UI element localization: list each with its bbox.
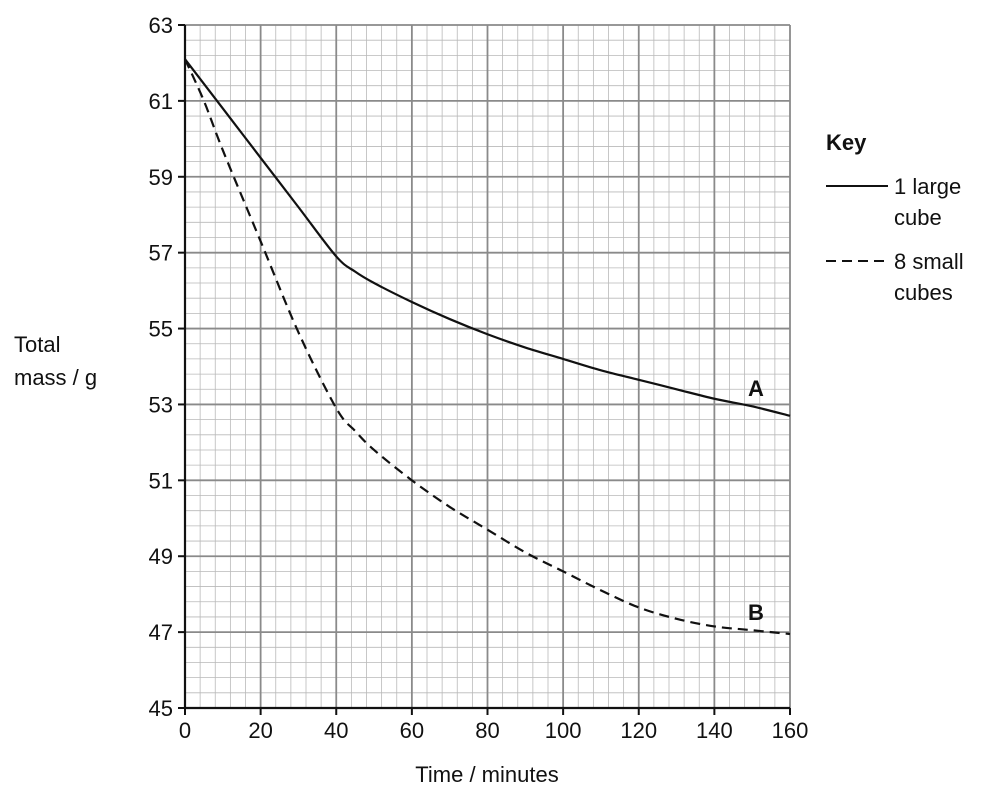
legend-entry-2-line-2: cubes (894, 280, 953, 305)
y-axis-title-line-2: mass / g (14, 365, 97, 390)
tick-labels: 0 20 40 60 80 100 120 140 160 45 47 49 51 53 55 57 59 61 6… (149, 13, 809, 743)
x-axis-title: Time / minutes (415, 762, 558, 787)
y-tick-label: 59 (149, 165, 173, 190)
x-tick-label: 20 (248, 718, 272, 743)
x-tick-label: 40 (324, 718, 348, 743)
y-tick-label: 47 (149, 620, 173, 645)
x-tick-label: 140 (696, 718, 733, 743)
series-line-a (184, 58, 791, 417)
legend-entry-1-line-1: 1 large (894, 174, 961, 199)
y-tick-label: 51 (149, 468, 173, 493)
y-axis-title-line-1: Total (14, 332, 60, 357)
y-tick-label: 55 (149, 317, 173, 342)
legend-title: Key (826, 130, 867, 155)
y-tick-label: 63 (149, 13, 173, 38)
x-tick-label: 100 (545, 718, 582, 743)
legend-entry-2-line-1: 8 small (894, 249, 964, 274)
y-tick-label: 45 (149, 696, 173, 721)
curve-label-b: B (748, 600, 764, 625)
series-layer (183, 58, 791, 636)
y-tick-label: 53 (149, 392, 173, 417)
x-tick-label: 0 (179, 718, 191, 743)
x-tick-label: 60 (400, 718, 424, 743)
x-tick-label: 120 (620, 718, 657, 743)
y-tick-label: 61 (149, 89, 173, 114)
series-line-b (183, 58, 791, 636)
axes (178, 24, 791, 715)
x-tick-label: 160 (772, 718, 809, 743)
y-tick-label: 49 (149, 544, 173, 569)
legend: Key 1 large cube 8 small cubes (826, 130, 964, 305)
x-tick-label: 80 (475, 718, 499, 743)
legend-entry-1-line-2: cube (894, 205, 942, 230)
y-tick-label: 57 (149, 241, 173, 266)
curve-label-a: A (748, 376, 764, 401)
